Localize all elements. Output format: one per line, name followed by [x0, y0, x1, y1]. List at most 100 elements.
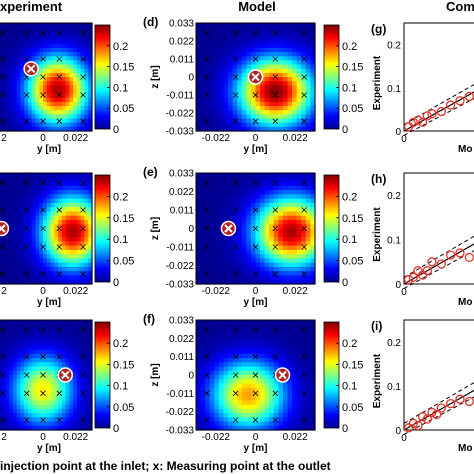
heatmap-cell [20, 215, 25, 221]
heatmap-cell [250, 110, 257, 115]
heatmap-cell [69, 106, 74, 111]
heatmap-cell [39, 353, 44, 359]
heatmap-cell [88, 379, 93, 385]
heatmap-cell [35, 177, 40, 183]
heatmap-cell [61, 262, 67, 268]
heatmap-cell [218, 27, 225, 32]
heatmap-cell [84, 421, 89, 427]
heatmap-cell [50, 362, 55, 368]
heatmap-cell [250, 400, 257, 406]
heatmap-cell [282, 279, 289, 285]
heatmap-cell [292, 275, 298, 281]
heatmap-cell [214, 258, 220, 264]
heatmap-cell [260, 400, 266, 406]
heatmap-cell [246, 328, 252, 334]
heatmap-cell [65, 413, 70, 418]
heatmap-cell [287, 52, 293, 57]
heatmap-cell [214, 110, 220, 115]
heatmap-cell [200, 417, 206, 423]
heatmap-model-2 [195, 172, 316, 285]
measuring-point-cross [252, 56, 259, 62]
heatmap-cell [27, 198, 33, 204]
heatmap-cell [260, 181, 266, 187]
heatmap-cell [260, 349, 266, 355]
heatmap-cell [5, 271, 10, 277]
heatmap-cell [228, 198, 234, 204]
heatmap-cell [196, 396, 202, 401]
scatter-frame [403, 319, 474, 431]
heatmap-cell [20, 366, 25, 372]
heatmap-cell [200, 173, 206, 178]
heatmap-cell [65, 47, 70, 53]
heatmap-cell [35, 198, 40, 204]
heatmap-cell [39, 215, 44, 221]
heatmap-cell [73, 400, 78, 406]
heatmap-cell [228, 185, 234, 191]
heatmap-frame [195, 22, 316, 132]
heatmap-cell [305, 215, 312, 221]
heatmap-cell [61, 177, 67, 183]
heatmap-cell [31, 320, 37, 325]
heatmap-cell [65, 417, 70, 423]
heatmap-cell [0, 202, 3, 208]
heatmap-cell [301, 258, 307, 264]
heatmap-cell [69, 194, 74, 200]
heatmap-cell [296, 64, 302, 70]
heatmap-cell [269, 89, 275, 95]
heatmap-cell [250, 23, 257, 28]
heatmap-cell [54, 27, 59, 32]
heatmap-cell [58, 224, 63, 230]
heatmap-cell [301, 228, 307, 234]
heatmap-cell [39, 56, 44, 61]
heatmap-cell [54, 396, 59, 401]
heatmap-cell [223, 370, 229, 376]
measuring-point-cross [272, 118, 279, 124]
heatmap-cell [12, 81, 18, 86]
heatmap-cell [61, 35, 67, 41]
heatmap-cell [218, 258, 225, 264]
heatmap-cell [246, 118, 252, 124]
heatmap-cell [46, 249, 52, 255]
heatmap-cell [88, 72, 93, 78]
heatmap-cell [54, 190, 59, 195]
heatmap-cell [264, 254, 270, 259]
heatmap-cell [246, 228, 252, 234]
heatmap-cell [273, 383, 279, 389]
heatmap-cell [0, 383, 3, 389]
heatmap-cell [278, 68, 284, 74]
heatmap-cell [200, 366, 206, 372]
heatmap-cell [292, 254, 298, 259]
heatmap-cell [50, 271, 55, 277]
heatmap-cell [301, 266, 307, 272]
heatmap-cell [301, 35, 307, 41]
heatmap-cell [9, 417, 14, 423]
heatmap-cell [305, 60, 312, 66]
heatmap-cell [76, 249, 82, 255]
heatmap-cell [0, 254, 3, 259]
heatmap-cell [80, 254, 86, 259]
heatmap-cell [12, 126, 18, 132]
heatmap-cell [46, 245, 52, 251]
heatmap-cell [54, 254, 59, 259]
heatmap-cell [264, 60, 270, 66]
heatmap-cell [264, 404, 270, 410]
heatmap-cell [0, 266, 3, 272]
heatmap-cell [0, 211, 3, 217]
heatmap-cell [24, 190, 29, 195]
heatmap-cell [237, 110, 243, 115]
heatmap-cell [196, 106, 202, 111]
heatmap-cell [282, 324, 289, 330]
heatmap-cell [264, 64, 270, 70]
heatmap-cell [214, 232, 220, 238]
heatmap-cell [35, 106, 40, 111]
heatmap-cell [278, 232, 284, 238]
heatmap-cell [278, 177, 284, 183]
heatmap-cell [43, 341, 48, 346]
colorbar-tick-label: 0 [342, 124, 348, 136]
heatmap-cell [260, 173, 266, 178]
heatmap-cell [310, 237, 316, 242]
heatmap-cell [232, 97, 238, 103]
measuring-point-cross [80, 244, 86, 250]
heatmap-cell [273, 279, 279, 285]
heatmap-cell [250, 362, 257, 368]
